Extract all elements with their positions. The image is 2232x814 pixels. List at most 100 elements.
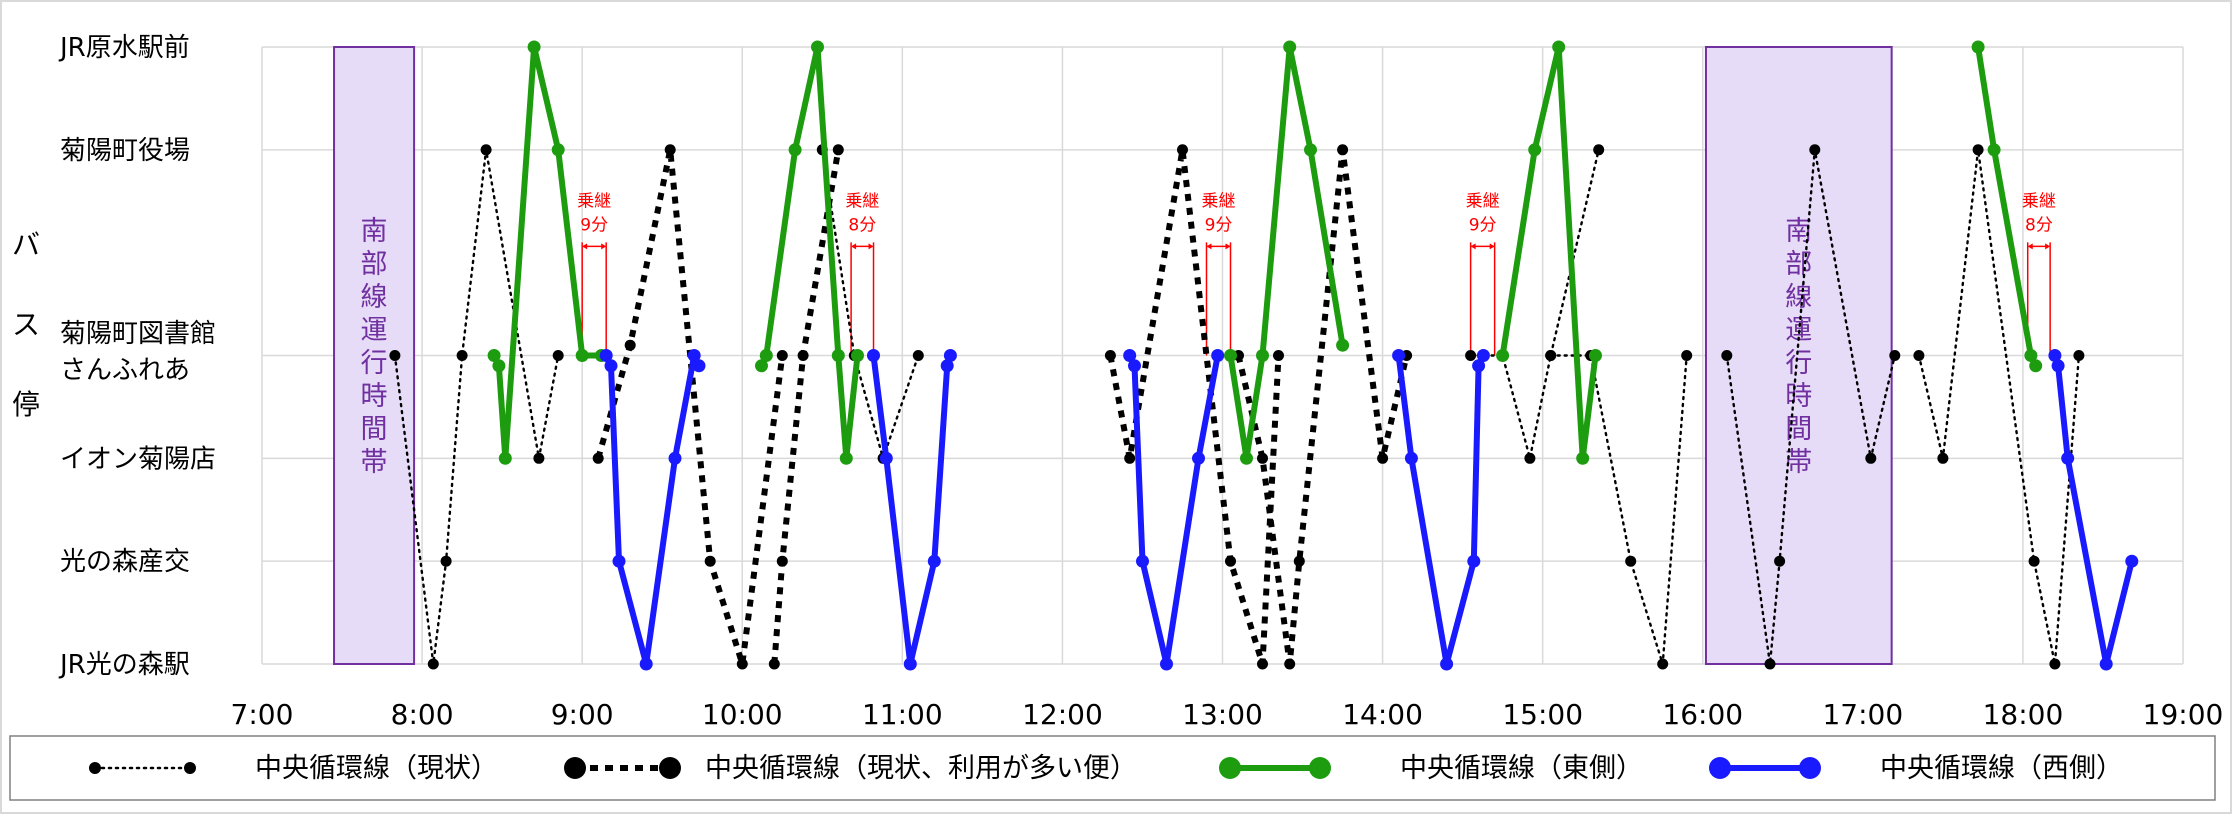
- data-point: [1256, 349, 1269, 362]
- data-point: [1128, 359, 1141, 373]
- data-point: [2061, 451, 2075, 465]
- relay-label: 乗継: [1466, 191, 1500, 211]
- x-tick-labels: 7:00 8:00 9:00 10:00 11:00 12:00 13:00 14:00 15:…: [231, 698, 2224, 731]
- data-point: [776, 555, 788, 567]
- legend-item: 中央循環線（東側）: [1219, 753, 1643, 784]
- data-point: [797, 350, 809, 361]
- legend-swatch-marker: [184, 762, 196, 774]
- x-tick-label: 11:00: [862, 698, 943, 731]
- data-point: [1224, 349, 1237, 362]
- data-point: [1593, 144, 1605, 156]
- data-point: [639, 657, 653, 671]
- data-point: [1913, 350, 1925, 361]
- x-tick-label: 15:00: [1502, 698, 1583, 731]
- relay-minutes: 8分: [848, 215, 876, 235]
- data-point: [1440, 657, 1454, 671]
- data-point: [551, 143, 565, 157]
- data-point: [879, 451, 893, 465]
- legend: 中央循環線（現状） 中央循環線（現状、利用が多い便） 中央循環線（東側） 中央循環線（…: [9, 735, 2216, 801]
- data-point: [831, 349, 845, 362]
- data-point: [2049, 658, 2061, 670]
- data-point: [2073, 350, 2085, 361]
- series-line: [1227, 44, 1346, 462]
- data-point: [1657, 658, 1669, 670]
- legend-swatch-marker: [659, 757, 681, 779]
- x-tick-label: 17:00: [1822, 698, 1903, 731]
- data-point: [498, 451, 512, 465]
- legend-swatch-marker: [1309, 757, 1331, 779]
- data-point: [599, 349, 613, 362]
- data-point: [1136, 554, 1149, 568]
- relay-minutes: 9分: [1205, 215, 1233, 235]
- legend-swatch-marker: [1219, 757, 1241, 779]
- nanbu-band-label: 南部線運行時間帯: [361, 216, 388, 478]
- data-point: [1472, 359, 1486, 373]
- data-point: [427, 658, 439, 670]
- data-point: [389, 350, 401, 361]
- data-point: [1937, 452, 1949, 464]
- data-point: [1576, 451, 1590, 465]
- bus-stop-label: 菊陽町役場: [60, 136, 190, 166]
- relay-minutes: 9分: [580, 215, 608, 235]
- data-point: [624, 339, 636, 351]
- relay-label: 乗継: [2022, 191, 2056, 211]
- relay-label: 乗継: [577, 191, 611, 211]
- data-point: [1337, 144, 1349, 156]
- data-point: [1625, 555, 1637, 567]
- series-line: [1107, 146, 1282, 667]
- bus-stop-label: イオン菊陽店: [60, 444, 216, 474]
- data-point: [552, 350, 564, 361]
- legend-swatch-marker: [89, 762, 101, 774]
- data-point: [527, 40, 541, 54]
- data-point: [1524, 452, 1536, 464]
- data-point: [1809, 144, 1821, 156]
- series-3: [599, 349, 2139, 671]
- data-point: [1972, 144, 1984, 156]
- y-axis-label: バス停: [12, 228, 40, 421]
- data-point: [1987, 143, 2001, 157]
- data-point: [704, 555, 716, 567]
- data-point: [1284, 658, 1296, 670]
- data-point: [604, 359, 618, 373]
- data-point: [1377, 452, 1389, 464]
- transfer-annotations: 乗継 9分 乗継 8分 乗継 9分 乗継 9分 乗継 8分: [577, 191, 2056, 356]
- bus-stop-label: 菊陽町図書館: [60, 319, 216, 349]
- legend-item: 中央循環線（現状、利用が多い便）: [564, 753, 1137, 784]
- x-tick-label: 10:00: [702, 698, 783, 731]
- legend-swatch-marker: [1799, 757, 1821, 779]
- data-point: [839, 451, 853, 465]
- data-point: [1552, 40, 1566, 54]
- data-point: [788, 143, 802, 157]
- data-point: [440, 555, 452, 567]
- data-point: [759, 349, 773, 362]
- x-tick-label: 14:00: [1342, 698, 1423, 731]
- data-point: [1293, 555, 1305, 567]
- data-point: [1211, 349, 1225, 362]
- data-point: [755, 359, 768, 373]
- data-point: [1545, 350, 1557, 361]
- data-point: [1273, 350, 1284, 361]
- data-point: [1336, 338, 1350, 352]
- data-point: [2028, 555, 2040, 567]
- data-point: [912, 350, 924, 361]
- data-point: [832, 144, 844, 156]
- legend-label: 中央循環線（西側）: [1880, 753, 2123, 784]
- data-point: [487, 349, 501, 362]
- relay-minutes: 9分: [1469, 215, 1497, 235]
- series-lines: [389, 40, 2139, 671]
- bus-stop-label: さんふれあ: [60, 356, 190, 386]
- data-point: [903, 657, 917, 671]
- x-tick-label: 12:00: [1022, 698, 1103, 731]
- series-line: [1469, 148, 1600, 460]
- data-point: [1865, 452, 1877, 464]
- data-point: [867, 349, 880, 362]
- bus-stop-label: JR原水駅前: [58, 33, 190, 63]
- data-point: [736, 658, 748, 670]
- data-point: [1283, 40, 1297, 54]
- data-point: [492, 359, 506, 373]
- legend-label: 中央循環線（現状、利用が多い便）: [705, 753, 1137, 784]
- data-point: [2099, 657, 2113, 671]
- data-point: [480, 144, 492, 156]
- data-point: [687, 349, 701, 362]
